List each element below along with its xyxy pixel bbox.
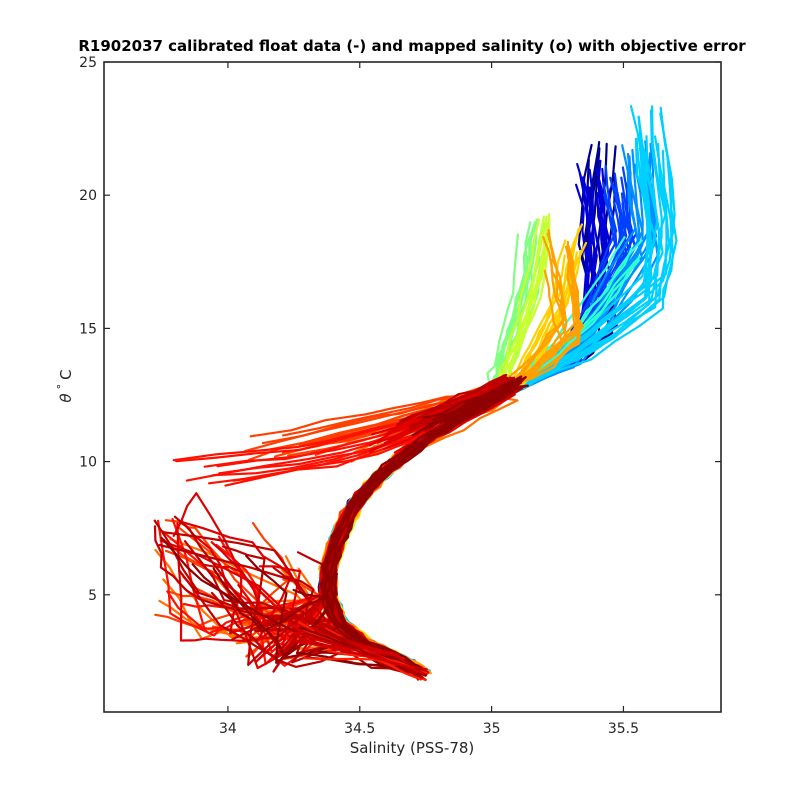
plot-area [153,105,678,681]
profile-line [328,244,582,673]
profile-line [326,171,641,673]
profile-line [322,385,516,673]
profile-line [295,640,424,675]
profile-line [323,244,581,674]
y-tick-label: 15 [79,321,97,337]
profile-line [324,245,580,675]
y-tick-label: 10 [79,455,97,471]
profile-line [325,248,575,675]
profile-line [305,632,423,679]
profile-line [325,213,551,672]
profile-line [212,386,520,659]
profile-line [328,387,509,674]
y-axis-label-unit: C [57,369,75,379]
y-axis-label: θ ° C [55,369,75,402]
x-tick-label: 35.5 [608,721,639,737]
chart-title: R1902037 calibrated float data (-) and m… [78,37,746,55]
x-tick-label: 35 [483,721,501,737]
y-axis-label-degree: ° [55,384,68,390]
profile-line [325,239,643,673]
y-tick-label: 20 [79,188,97,204]
x-axis: 34 34.5 35 35.5 [219,62,639,737]
profile-line [328,251,578,674]
profile-line [319,249,582,673]
y-tick-label: 5 [88,588,97,604]
profile-line [321,250,585,673]
profile-line [326,247,633,672]
profile-line [324,255,529,675]
x-tick-label: 34 [219,721,237,737]
x-axis-label: Salinity (PSS-78) [350,739,475,757]
profile-line [327,218,541,674]
profile-line [325,200,626,673]
profile-line [332,256,578,674]
x-tick-label: 34.5 [344,721,375,737]
profile-line [334,269,568,675]
profile-line [320,264,581,672]
y-tick-label: 25 [79,55,97,71]
y-axis-label-symbol: θ [57,393,75,402]
plot-frame [103,61,722,713]
y-axis: 5 10 15 20 25 [79,55,721,604]
profile-line [327,246,537,673]
